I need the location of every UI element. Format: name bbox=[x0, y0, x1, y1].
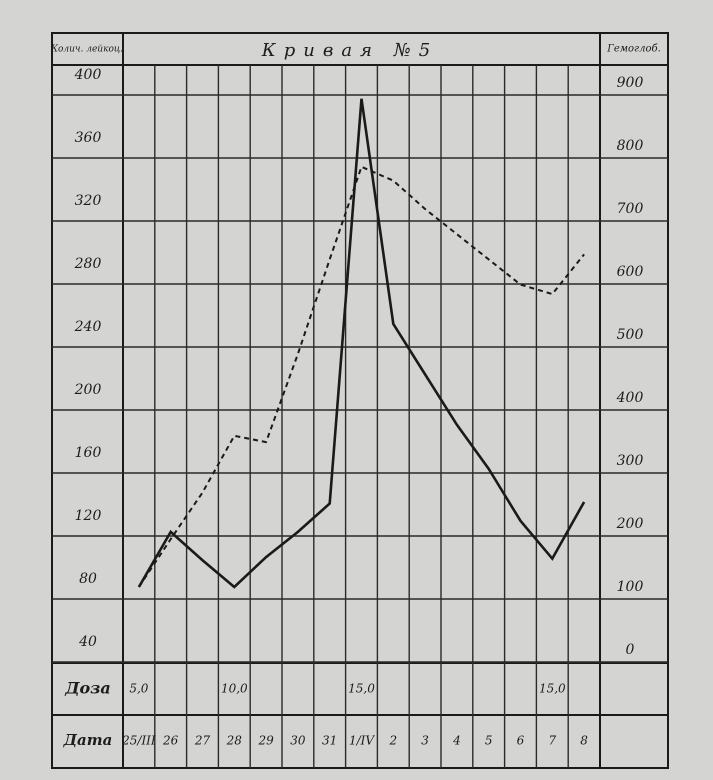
dose-value: 10,0 bbox=[221, 682, 248, 696]
y-tick-label: 240 bbox=[74, 319, 102, 335]
series-line bbox=[137, 98, 586, 589]
series-line bbox=[138, 165, 585, 588]
sheet-frame bbox=[51, 32, 669, 769]
x-tick-label: 2 bbox=[388, 734, 397, 748]
y2-tick-label: 100 bbox=[617, 579, 644, 595]
y2-tick-label: 300 bbox=[617, 453, 644, 469]
dose-value: 15,0 bbox=[539, 682, 566, 696]
dose-value: 5,0 bbox=[129, 682, 148, 696]
x-tick-label: 6 bbox=[517, 734, 525, 748]
y-tick-label: 360 bbox=[75, 130, 102, 146]
x-tick-label: 25/III bbox=[121, 734, 156, 748]
y-tick-label: 280 bbox=[74, 256, 102, 272]
x-tick-label: 8 bbox=[580, 734, 588, 748]
y-tick-label: 160 bbox=[75, 445, 102, 461]
dose-value: 15,0 bbox=[348, 682, 375, 696]
chart-title: Кривая №5 bbox=[261, 40, 438, 61]
x-tick-label: 3 bbox=[421, 734, 429, 748]
x-tick-label: 28 bbox=[226, 734, 243, 748]
x-tick-label: 30 bbox=[290, 734, 306, 748]
y-tick-label: 120 bbox=[75, 508, 102, 524]
x-tick-label: 27 bbox=[194, 734, 211, 748]
date-label: Дата bbox=[63, 731, 113, 749]
x-tick-label: 7 bbox=[548, 734, 556, 748]
y-axis-label: Колич. лейкоц. bbox=[50, 45, 123, 55]
x-tick-label: 5 bbox=[485, 734, 493, 748]
x-tick-label: 31 bbox=[322, 734, 337, 748]
y2-tick-label: 800 bbox=[617, 138, 644, 154]
x-tick-label: 29 bbox=[257, 734, 274, 748]
y2-axis-label: Гемоглоб. bbox=[606, 44, 661, 55]
y-tick-label: 200 bbox=[74, 382, 102, 398]
y2-tick-label: 200 bbox=[616, 516, 644, 532]
y-tick-label: 80 bbox=[79, 571, 97, 587]
y2-tick-label: 700 bbox=[617, 201, 644, 217]
y-tick-label: 400 bbox=[74, 67, 102, 83]
dose-label: Доза bbox=[64, 679, 110, 698]
x-tick-label: 4 bbox=[452, 734, 461, 748]
y2-tick-label: 600 bbox=[617, 264, 644, 280]
x-tick-label: 1/IV bbox=[349, 734, 375, 748]
y2-tick-label: 400 bbox=[616, 390, 644, 406]
y2-tick-label: 0 bbox=[626, 642, 635, 658]
y-tick-label: 320 bbox=[75, 193, 102, 209]
y2-tick-label: 500 bbox=[617, 327, 644, 343]
y-tick-label: 40 bbox=[78, 634, 97, 650]
x-tick-label: 26 bbox=[162, 734, 179, 748]
y2-tick-label: 900 bbox=[617, 75, 644, 91]
